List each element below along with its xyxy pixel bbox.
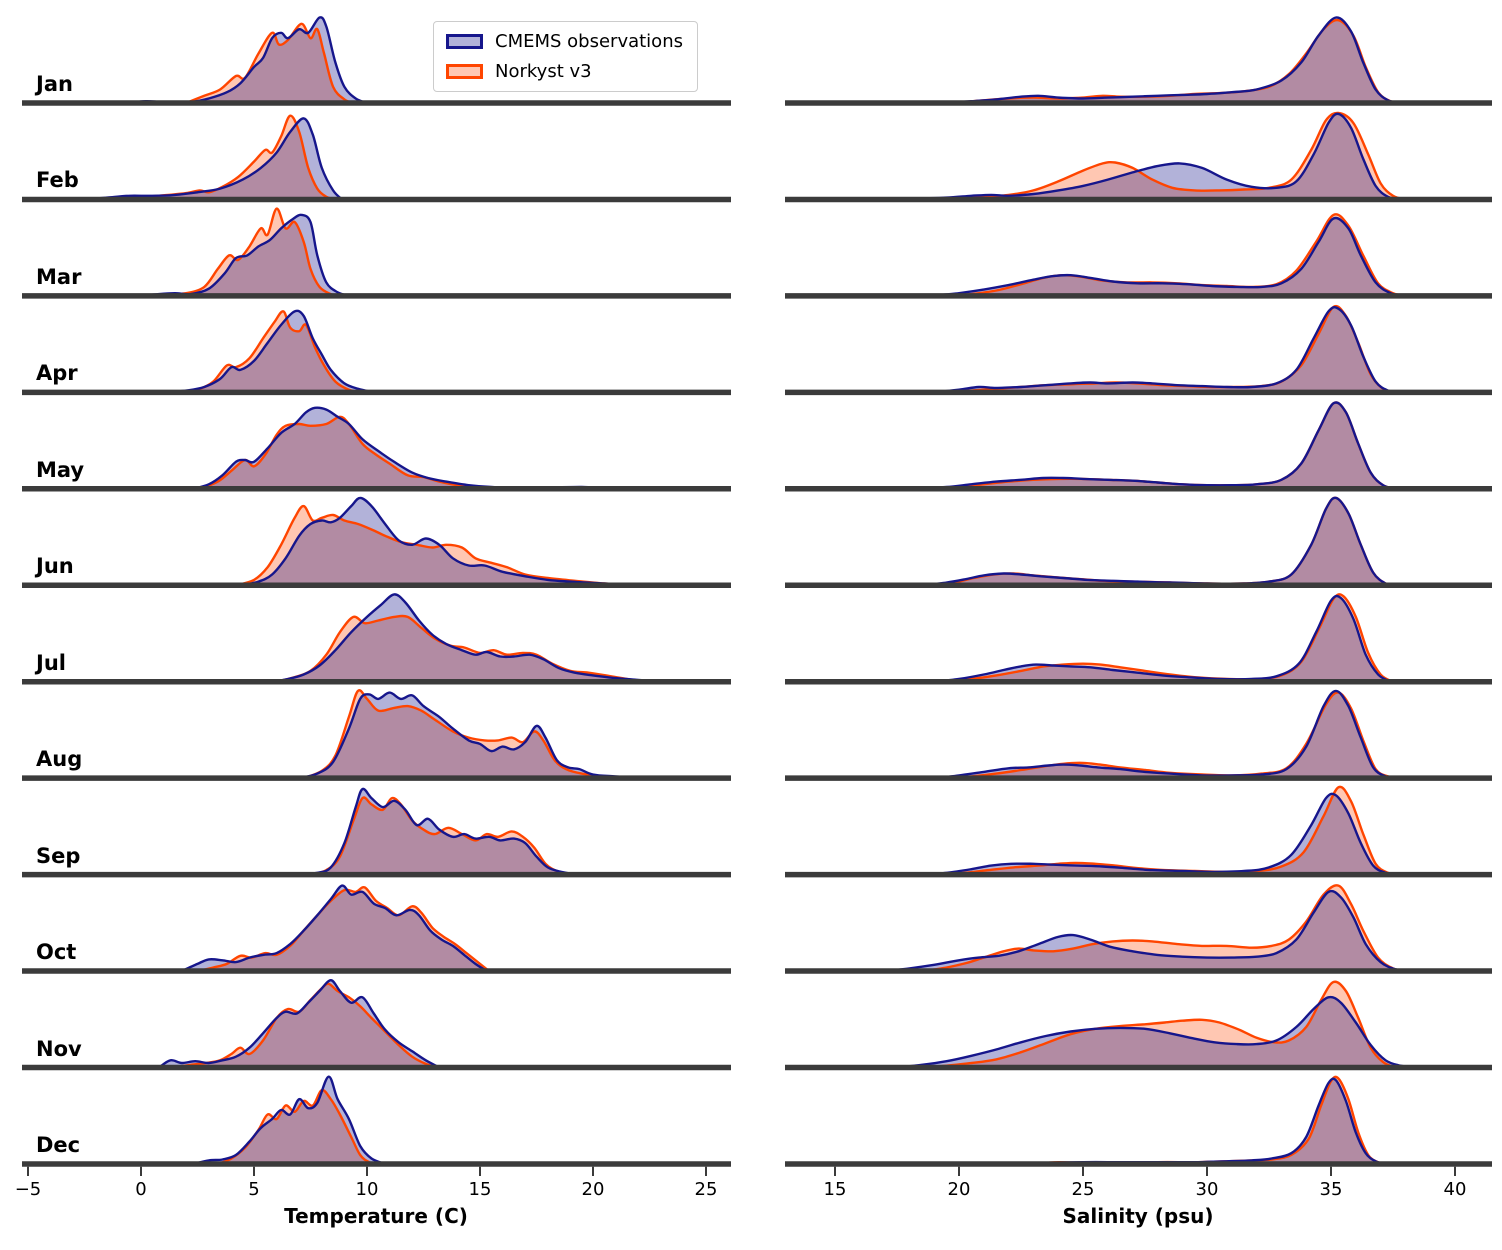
- month-label-may: May: [36, 457, 85, 482]
- month-label-apr: Apr: [36, 361, 78, 386]
- legend-item-norkyst: Norkyst v3: [446, 61, 683, 82]
- month-label-jul: Jul: [36, 650, 66, 675]
- x-tick-label: 30: [1196, 1179, 1219, 1200]
- x-tick-label: 0: [135, 1179, 146, 1200]
- cmems-swatch-icon: [446, 34, 483, 49]
- x-tick-label: 5: [248, 1179, 259, 1200]
- legend: CMEMS observations Norkyst v3: [433, 21, 698, 92]
- month-label-nov: Nov: [36, 1036, 82, 1061]
- month-label-jun: Jun: [36, 554, 74, 579]
- norkyst-swatch-icon: [446, 64, 483, 79]
- x-tick-label: 20: [582, 1179, 605, 1200]
- month-label-jan: Jan: [36, 72, 73, 96]
- x-tick-label: 15: [824, 1179, 847, 1200]
- x-tick-label: 10: [356, 1179, 379, 1200]
- x-tick-label: 25: [695, 1179, 718, 1200]
- legend-label-cmems: CMEMS observations: [495, 31, 683, 52]
- temperature-axis-title: Temperature (C): [284, 1204, 468, 1228]
- month-label-oct: Oct: [36, 940, 77, 965]
- legend-item-cmems: CMEMS observations: [446, 31, 683, 52]
- month-label-aug: Aug: [36, 747, 83, 772]
- x-tick-label: 15: [469, 1179, 492, 1200]
- x-tick-label: 20: [948, 1179, 971, 1200]
- month-label-dec: Dec: [36, 1132, 81, 1157]
- legend-label-norkyst: Norkyst v3: [495, 61, 592, 82]
- month-label-mar: Mar: [36, 264, 82, 289]
- salinity-axis-title: Salinity (psu): [1062, 1204, 1214, 1228]
- x-tick-label: 35: [1320, 1179, 1343, 1200]
- x-tick-label: 25: [1072, 1179, 1095, 1200]
- month-label-feb: Feb: [36, 168, 79, 193]
- month-label-sep: Sep: [36, 843, 81, 868]
- x-tick-label: −5: [15, 1179, 42, 1200]
- x-tick-label: 40: [1444, 1179, 1467, 1200]
